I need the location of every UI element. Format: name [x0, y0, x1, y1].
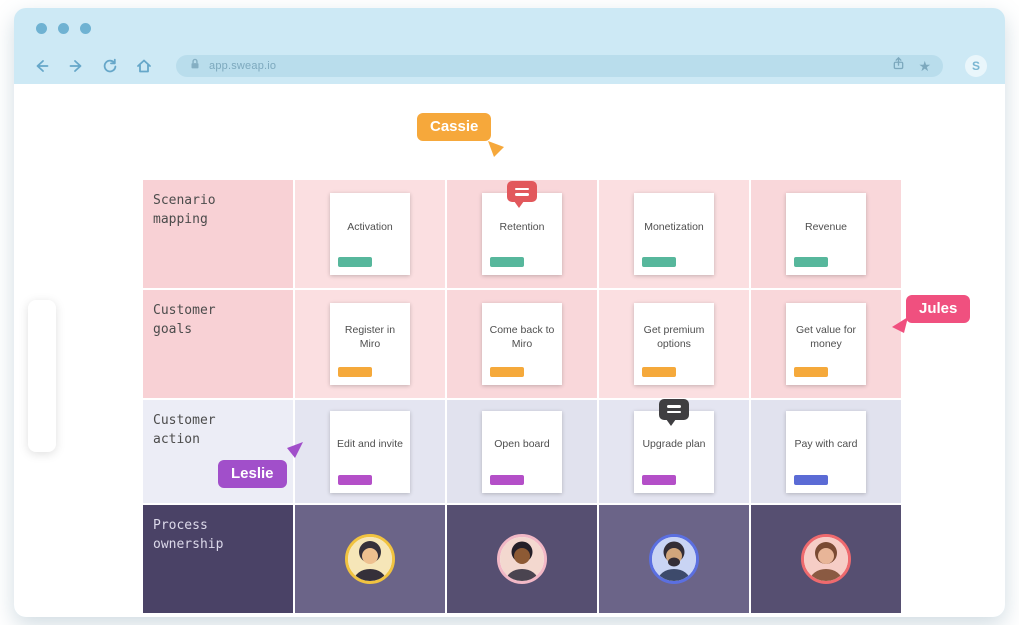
- home-button[interactable]: [134, 56, 154, 76]
- card-label: Come back to Miro: [489, 323, 555, 350]
- card-label: Open board: [494, 438, 550, 451]
- window-control-dot[interactable]: [80, 22, 91, 34]
- sticky-card-retention[interactable]: Retention: [482, 181, 562, 275]
- card-label: Get premium options: [643, 323, 705, 350]
- bookmark-star-icon[interactable]: ★: [918, 58, 931, 74]
- journey-map-grid: Scenario mapping Activation Retention Mo…: [143, 180, 901, 613]
- grid-cell: Upgrade plan: [599, 398, 749, 503]
- owner-avatar[interactable]: [345, 534, 395, 584]
- sticky-card-pay-with-card[interactable]: Pay with card: [786, 410, 866, 493]
- collaborator-cursor-jules: Jules: [892, 295, 971, 333]
- status-bar: [794, 257, 828, 267]
- refresh-button[interactable]: [100, 56, 120, 76]
- grid-cell: Retention: [447, 180, 597, 288]
- status-bar: [794, 474, 828, 485]
- card-label: Revenue: [804, 220, 848, 233]
- grid-cell: Come back to Miro: [447, 290, 597, 398]
- browser-window: app.sweap.io ★ S Scenario mapping Activa…: [14, 8, 1005, 617]
- status-bar: [490, 257, 524, 267]
- address-bar[interactable]: app.sweap.io ★: [176, 55, 943, 77]
- comment-icon[interactable]: [507, 181, 537, 208]
- sticky-card-register[interactable]: Register in Miro: [330, 303, 410, 385]
- collaborator-cursor-leslie: Leslie: [218, 442, 303, 488]
- grid-cell: [599, 505, 749, 613]
- sticky-card-value-for-money[interactable]: Get value for money: [786, 303, 866, 385]
- row-header-customer-goals: Customer goals: [143, 290, 293, 398]
- grid-cell: [295, 505, 445, 613]
- cursor-name-tag: Leslie: [218, 460, 287, 488]
- comment-icon[interactable]: [659, 398, 689, 426]
- grid-cell: Open board: [447, 400, 597, 503]
- status-bar: [338, 257, 372, 267]
- owner-avatar[interactable]: [801, 534, 851, 584]
- row-header-process-ownership: Process ownership: [143, 505, 293, 613]
- cursor-pointer-icon: [487, 140, 505, 158]
- share-icon[interactable]: [891, 56, 906, 76]
- sticky-card-monetization[interactable]: Monetization: [634, 193, 714, 275]
- cursor-pointer-icon: [286, 441, 304, 459]
- browser-toolbar: app.sweap.io ★ S: [14, 48, 1005, 84]
- grid-cell: Pay with card: [751, 400, 901, 503]
- side-panel-fragment: [28, 300, 56, 452]
- status-bar: [490, 367, 524, 377]
- card-label: Get value for money: [795, 323, 857, 350]
- card-label: Activation: [347, 220, 393, 233]
- grid-cell: Edit and invite: [295, 400, 445, 503]
- browser-profile-avatar[interactable]: S: [965, 55, 987, 77]
- home-icon: [137, 59, 151, 73]
- forward-icon: [69, 60, 82, 72]
- sticky-card-upgrade-plan[interactable]: Upgrade plan: [634, 398, 714, 493]
- grid-cell: Register in Miro: [295, 290, 445, 398]
- status-bar: [642, 257, 676, 267]
- url-text: app.sweap.io: [209, 60, 277, 72]
- card-label: Monetization: [644, 220, 704, 233]
- collaborator-cursor-cassie: Cassie: [417, 113, 505, 157]
- status-bar: [642, 474, 676, 485]
- row-label: Scenario mapping: [153, 193, 216, 227]
- status-bar: [338, 474, 372, 485]
- status-bar: [642, 367, 676, 377]
- row-label: Customer goals: [153, 303, 216, 337]
- board-canvas: Scenario mapping Activation Retention Mo…: [14, 84, 1005, 617]
- grid-cell: Get value for money: [751, 290, 901, 398]
- sticky-card-premium-options[interactable]: Get premium options: [634, 303, 714, 385]
- status-bar: [794, 367, 828, 377]
- grid-cell: Revenue: [751, 180, 901, 288]
- sticky-card-edit-invite[interactable]: Edit and invite: [330, 410, 410, 493]
- forward-button[interactable]: [66, 56, 86, 76]
- card-label: Register in Miro: [344, 323, 396, 350]
- status-bar: [490, 474, 524, 485]
- sticky-card-come-back[interactable]: Come back to Miro: [482, 303, 562, 385]
- window-control-dot[interactable]: [58, 22, 69, 34]
- cursor-pointer-icon: [891, 316, 909, 334]
- owner-avatar[interactable]: [497, 534, 547, 584]
- grid-cell: Get premium options: [599, 290, 749, 398]
- grid-cell: [447, 505, 597, 613]
- sticky-card-revenue[interactable]: Revenue: [786, 193, 866, 275]
- grid-cell: [751, 505, 901, 613]
- row-label: Process ownership: [153, 518, 224, 552]
- grid-cell: Activation: [295, 180, 445, 288]
- row-header-scenario-mapping: Scenario mapping: [143, 180, 293, 288]
- back-button[interactable]: [32, 56, 52, 76]
- cursor-name-tag: Cassie: [417, 113, 492, 141]
- window-control-dot[interactable]: [36, 22, 47, 34]
- sticky-card-activation[interactable]: Activation: [330, 193, 410, 275]
- card-label: Retention: [499, 220, 545, 233]
- card-label: Edit and invite: [337, 438, 403, 451]
- lock-icon: [188, 57, 202, 76]
- card-label: Upgrade plan: [642, 438, 706, 451]
- cursor-name-tag: Jules: [906, 295, 971, 323]
- browser-titlebar: [14, 8, 1005, 48]
- refresh-icon: [103, 58, 117, 73]
- grid-cell: Monetization: [599, 180, 749, 288]
- card-label: Pay with card: [794, 438, 858, 451]
- row-label: Customer action: [153, 413, 216, 447]
- status-bar: [338, 367, 372, 377]
- owner-avatar[interactable]: [649, 534, 699, 584]
- sticky-card-open-board[interactable]: Open board: [482, 410, 562, 493]
- back-icon: [36, 60, 49, 72]
